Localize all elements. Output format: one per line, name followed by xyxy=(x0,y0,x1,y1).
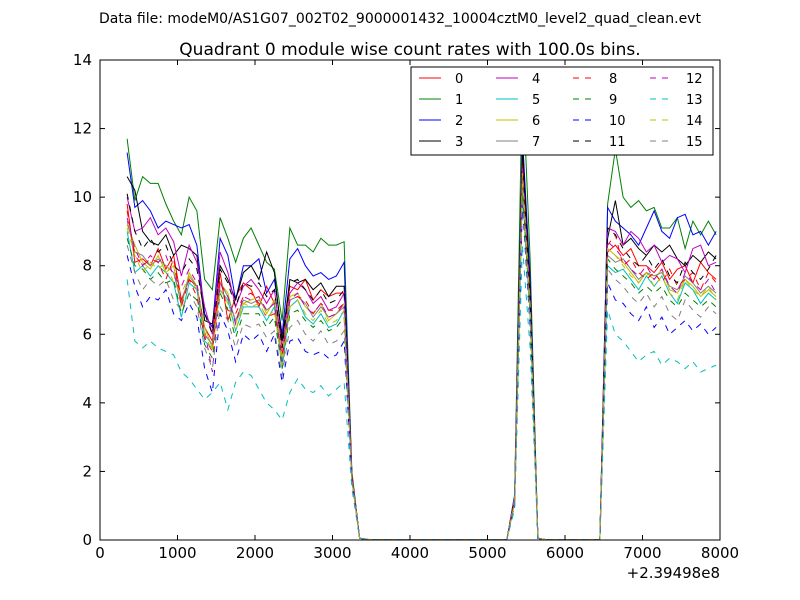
legend-label-6: 6 xyxy=(532,114,540,129)
series-line-7 xyxy=(126,169,717,541)
x-tick-label: 0 xyxy=(95,544,105,562)
x-tick-label: 1000 xyxy=(158,544,196,562)
series-line-12 xyxy=(126,166,717,541)
legend-label-5: 5 xyxy=(532,93,540,108)
x-tick-label: 8000 xyxy=(701,544,739,562)
x-tick-label: 7000 xyxy=(623,544,661,562)
x-tick-label: 6000 xyxy=(546,544,584,562)
legend-label-9: 9 xyxy=(609,93,617,108)
legend-label-11: 11 xyxy=(609,135,626,150)
y-tick-label: 0 xyxy=(82,531,92,549)
series-line-15 xyxy=(126,197,717,541)
legend-label-0: 0 xyxy=(455,72,463,87)
chart-title: Quadrant 0 module wise count rates with … xyxy=(179,40,640,60)
legend-label-8: 8 xyxy=(609,72,617,87)
series-line-11 xyxy=(126,152,717,541)
legend-frame xyxy=(410,66,714,156)
x-offset-label: +2.39498e8 xyxy=(627,564,720,582)
legend-label-12: 12 xyxy=(686,72,703,87)
y-tick-label: 12 xyxy=(73,120,92,138)
legend-label-3: 3 xyxy=(455,135,463,150)
x-tick-label: 2000 xyxy=(236,544,274,562)
legend-label-1: 1 xyxy=(455,93,463,108)
series-line-8 xyxy=(126,162,717,541)
series-line-5 xyxy=(126,190,717,541)
legend-label-13: 13 xyxy=(686,93,703,108)
y-tick-label: 10 xyxy=(73,188,92,206)
y-tick-label: 14 xyxy=(73,51,92,69)
x-tick-label: 5000 xyxy=(468,544,506,562)
plot-frame xyxy=(99,59,721,541)
legend-label-4: 4 xyxy=(532,72,540,87)
axis-layer: 0 1000 2000 3000 4000 5000 6000 7000 80000246810… xyxy=(73,51,739,562)
series-line-9 xyxy=(126,186,717,541)
series-line-4 xyxy=(126,162,717,541)
series-line-14 xyxy=(126,173,717,541)
file-name-suptitle: Data file: modeM0/AS1G07_002T02_90000014… xyxy=(99,11,701,27)
x-tick-label: 3000 xyxy=(313,544,351,562)
y-tick-label: 2 xyxy=(82,462,92,480)
legend-label-14: 14 xyxy=(686,114,703,129)
legend-label-15: 15 xyxy=(686,135,703,150)
legend-label-10: 10 xyxy=(609,114,626,129)
y-tick-label: 6 xyxy=(82,325,92,343)
legend-label-7: 7 xyxy=(532,135,540,150)
y-tick-label: 8 xyxy=(82,257,92,275)
x-tick-label: 4000 xyxy=(391,544,429,562)
y-tick-label: 4 xyxy=(82,394,92,412)
legend-label-2: 2 xyxy=(455,114,463,129)
